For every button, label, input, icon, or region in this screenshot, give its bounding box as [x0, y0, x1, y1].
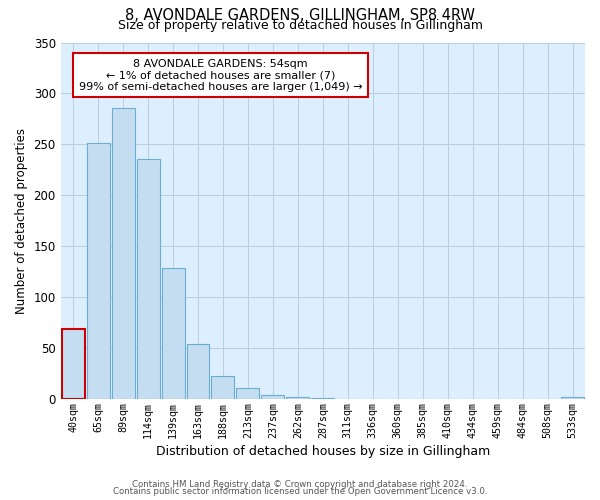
Bar — [187, 344, 209, 399]
Text: 8, AVONDALE GARDENS, GILLINGHAM, SP8 4RW: 8, AVONDALE GARDENS, GILLINGHAM, SP8 4RW — [125, 8, 475, 22]
Text: Size of property relative to detached houses in Gillingham: Size of property relative to detached ho… — [118, 18, 482, 32]
Text: Contains public sector information licensed under the Open Government Licence v3: Contains public sector information licen… — [113, 487, 487, 496]
Text: 8 AVONDALE GARDENS: 54sqm
← 1% of detached houses are smaller (7)
99% of semi-de: 8 AVONDALE GARDENS: 54sqm ← 1% of detach… — [79, 58, 362, 92]
Bar — [286, 396, 310, 399]
Y-axis label: Number of detached properties: Number of detached properties — [15, 128, 28, 314]
Bar — [236, 388, 259, 399]
Bar — [561, 396, 584, 399]
Text: Contains HM Land Registry data © Crown copyright and database right 2024.: Contains HM Land Registry data © Crown c… — [132, 480, 468, 489]
Bar — [137, 158, 160, 399]
Bar — [62, 328, 85, 399]
Bar — [262, 394, 284, 399]
X-axis label: Distribution of detached houses by size in Gillingham: Distribution of detached houses by size … — [156, 444, 490, 458]
Bar — [211, 376, 235, 399]
Bar — [112, 108, 134, 399]
Bar — [161, 268, 185, 399]
Bar — [311, 398, 334, 399]
Bar — [86, 144, 110, 399]
